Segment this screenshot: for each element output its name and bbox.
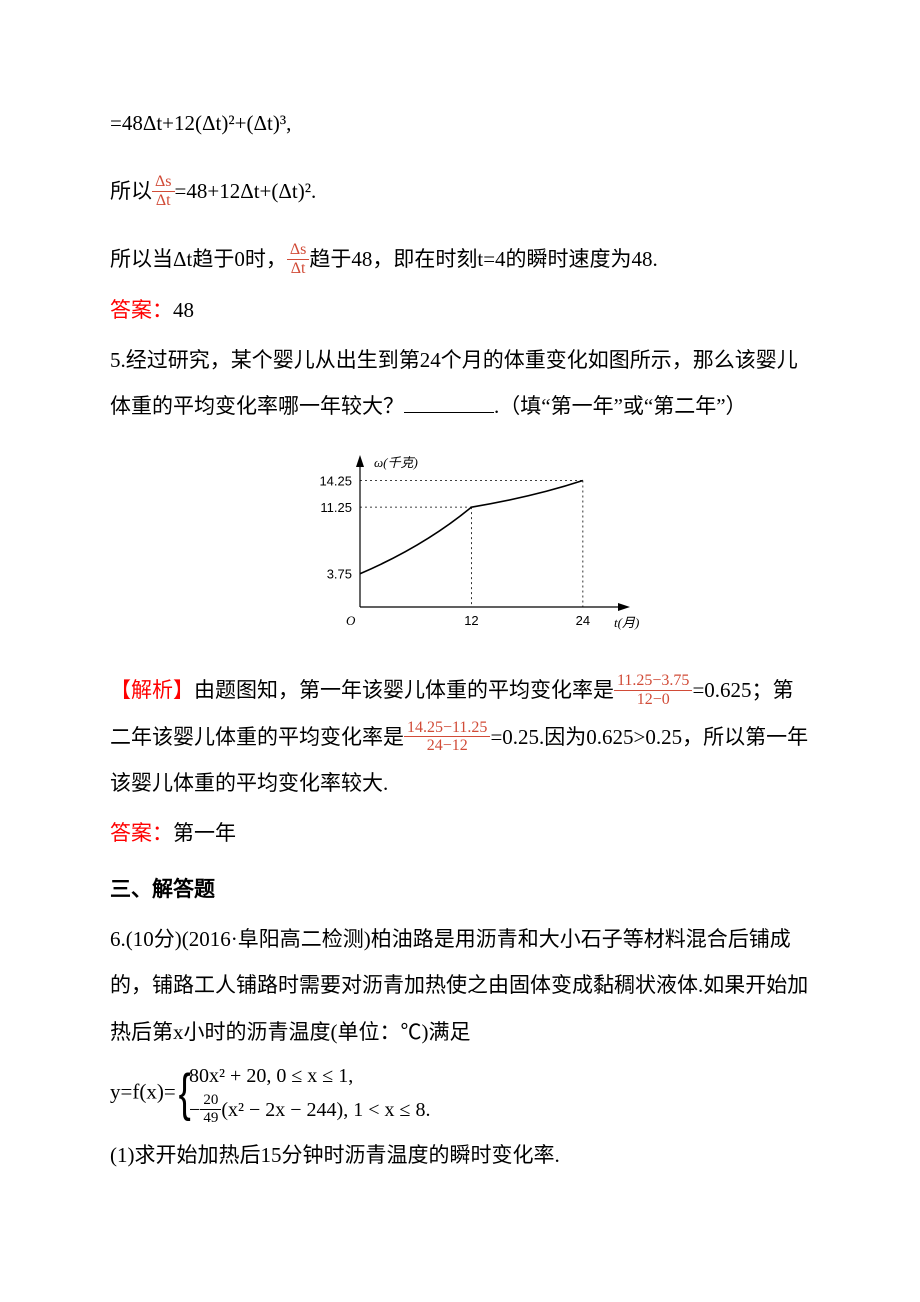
q6-sub-1: (1)求开始加热后15分钟时沥青温度的瞬时变化率.: [110, 1132, 810, 1178]
svg-text:O: O: [346, 613, 356, 628]
brace-icon: {: [178, 1070, 190, 1117]
piecewise-expr: { 80x² + 20, 0 ≤ x ≤ 1, − 20 49 (x² − 2x…: [176, 1059, 431, 1128]
func-pre: y=f(x)=: [110, 1079, 176, 1103]
answer-value: 第一年: [173, 821, 236, 845]
answer-5-line: 答案：第一年: [110, 810, 810, 856]
frac-num: Δs: [152, 173, 175, 192]
analysis-frac-1: 11.25−3.75 12−0: [614, 672, 692, 708]
section-title: 三、解答题: [110, 877, 215, 901]
text-post: 趋于48，即在时刻t=4的瞬时速度为48.: [309, 247, 657, 271]
frac-den: Δt: [287, 260, 310, 278]
piecewise-stack: 80x² + 20, 0 ≤ x ≤ 1, − 20 49 (x² − 2x −…: [189, 1059, 430, 1128]
piece-1: 80x² + 20, 0 ≤ x ≤ 1,: [189, 1059, 430, 1093]
frac-den: 12−0: [614, 691, 692, 709]
piece-2: − 20 49 (x² − 2x − 244), 1 < x ≤ 8.: [189, 1093, 430, 1128]
eq-line-3: 所以当Δt趋于0时， Δs Δt 趋于48，即在时刻t=4的瞬时速度为48.: [110, 236, 810, 282]
fraction-ds-dt: Δs Δt: [152, 173, 175, 209]
section-3-heading: 三、解答题: [110, 866, 810, 912]
q6-piecewise: y=f(x)= { 80x² + 20, 0 ≤ x ≤ 1, − 20 49 …: [110, 1059, 810, 1128]
frac-den: Δt: [152, 192, 175, 210]
svg-text:24: 24: [576, 613, 590, 628]
analysis-frac-2: 14.25−11.25 24−12: [404, 719, 490, 755]
frac-num: Δs: [287, 241, 310, 260]
answer-4-line: 答案：48: [110, 287, 810, 333]
text-post: =48+12Δt+(Δt)².: [175, 179, 317, 203]
q5-analysis: 【解析】由题图知，第一年该婴儿体重的平均变化率是 11.25−3.75 12−0…: [110, 667, 810, 806]
answer-label: 答案：: [110, 298, 173, 322]
frac-den: 24−12: [404, 737, 490, 755]
answer-label: 答案：: [110, 821, 173, 845]
fill-blank: [404, 392, 494, 413]
question-6: 6.(10分)(2016·阜阳高二检测)柏油路是用沥青和大小石子等材料混合后铺成…: [110, 916, 810, 1055]
q6-sub1-text: (1)求开始加热后15分钟时沥青温度的瞬时变化率.: [110, 1143, 560, 1167]
frac-den: 49: [200, 1110, 221, 1127]
piece2-b: (x² − 2x − 244), 1 < x ≤ 8.: [221, 1099, 430, 1121]
analysis-label: 【解析】: [110, 678, 194, 702]
q6-text: 6.(10分)(2016·阜阳高二检测)柏油路是用沥青和大小石子等材料混合后铺成…: [110, 927, 808, 1043]
analysis-text-a: 由题图知，第一年该婴儿体重的平均变化率是: [194, 678, 614, 702]
frac-num: 11.25−3.75: [614, 672, 692, 691]
svg-text:ω(千克): ω(千克): [374, 455, 418, 470]
svg-text:t(月): t(月): [614, 615, 639, 630]
q5-hint: .（填“第一年”或“第二年”）: [494, 394, 747, 418]
piece2-frac: 20 49: [200, 1092, 221, 1126]
answer-value: 48: [173, 298, 194, 322]
eq-line-2: 所以 Δs Δt =48+12Δt+(Δt)².: [110, 168, 810, 214]
text-pre: 所以当Δt趋于0时，: [110, 247, 287, 271]
weight-chart-wrap: Oω(千克) t(月) 3.75 11.25 14.25 12 24: [110, 447, 810, 653]
svg-text:11.25: 11.25: [320, 500, 352, 515]
svg-text:14.25: 14.25: [319, 474, 352, 489]
svg-text:3.75: 3.75: [327, 567, 352, 582]
eq-line-1: =48Δt+12(Δt)²+(Δt)³,: [110, 100, 810, 146]
weight-chart: Oω(千克) t(月) 3.75 11.25 14.25 12 24: [280, 447, 640, 637]
frac-num: 14.25−11.25: [404, 719, 490, 738]
svg-text:12: 12: [464, 613, 478, 628]
text-pre: 所以: [110, 179, 152, 203]
fraction-ds-dt-2: Δs Δt: [287, 241, 310, 277]
eq-text: =48Δt+12(Δt)²+(Δt)³,: [110, 111, 291, 135]
question-5: 5.经过研究，某个婴儿从出生到第24个月的体重变化如图所示，那么该婴儿体重的平均…: [110, 337, 810, 429]
frac-num: 20: [200, 1092, 221, 1110]
